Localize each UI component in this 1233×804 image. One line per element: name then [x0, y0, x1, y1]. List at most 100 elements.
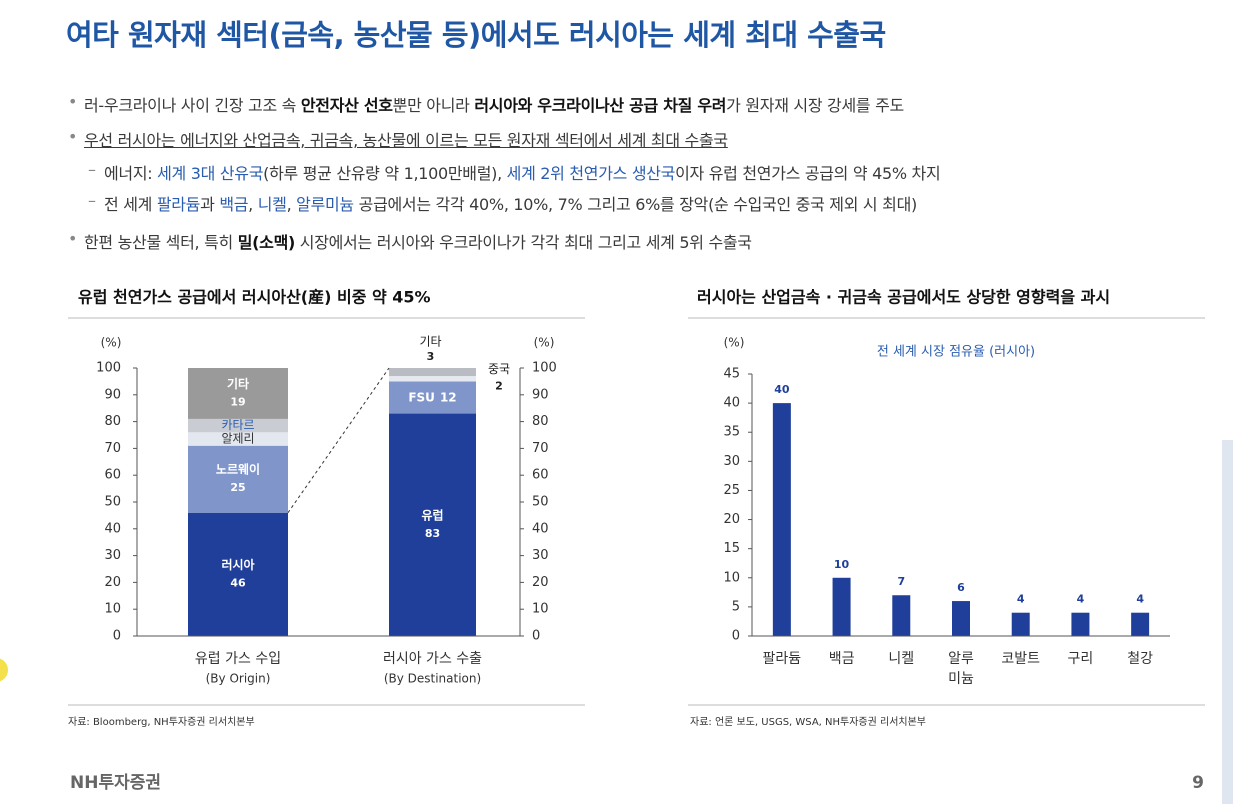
segment-value: 83 — [425, 527, 440, 540]
bullet: • 우선 러시아는 에너지와 산업금속, 귀금속, 농산물에 이르는 모든 원자재… — [68, 127, 728, 151]
value-label: 10 — [834, 558, 850, 571]
segment-name: 기타 — [419, 335, 441, 349]
bar — [892, 595, 911, 636]
y-tick-label: 10 — [723, 570, 740, 585]
y-tick-label: 25 — [723, 483, 740, 498]
y-tick-label: 100 — [96, 361, 121, 376]
bar — [1011, 612, 1030, 636]
bar-segment — [188, 418, 288, 433]
bullet-marker: – — [88, 160, 96, 179]
bullet-text: 가 원자재 시장 강세를 주도 — [726, 96, 904, 115]
x-tick-label: 철강 — [1127, 651, 1153, 667]
x-tick-label: 구리 — [1068, 651, 1094, 667]
bullet-text: 과 — [200, 195, 220, 214]
bullet-marker: • — [68, 92, 78, 111]
y-tick-label: 45 — [723, 367, 740, 382]
bullet-marker: – — [88, 191, 96, 210]
x-tick-label: 알루 미늄 — [948, 651, 974, 687]
y-tick-label: 5 — [732, 599, 740, 614]
bullet-text: 러시아와 우크라이나산 공급 차질 우려 — [474, 96, 727, 115]
bullet-text: 백금 — [219, 195, 249, 214]
bullet: • 러-우크라이나 사이 긴장 고조 속 안전자산 선호뿐만 아니라 러시아와 우… — [68, 92, 904, 116]
y-tick-label: 50 — [104, 495, 121, 510]
source: 자료: Bloomberg, NH투자증권 리서치본부 — [68, 716, 255, 728]
chart-title: 러시아는 산업금속 · 귀금속 공급에서도 상당한 영향력을 과시 — [697, 288, 1110, 307]
bar-segment — [188, 512, 288, 636]
bullet-text: 뿐만 아니라 — [392, 96, 475, 115]
y2-tick-label: 30 — [532, 548, 549, 563]
x-tick-label: 코발트 — [1001, 651, 1040, 667]
y-tick-label: 80 — [104, 414, 121, 429]
cursor-highlight — [0, 658, 8, 682]
segment-name: 카타르 — [221, 418, 254, 432]
bullet-text: 밀(소맥) — [237, 233, 296, 252]
y2-tick-label: 50 — [532, 495, 549, 510]
x-tick-note: (By Origin) — [206, 672, 271, 686]
y-unit: (%) — [101, 336, 122, 350]
bar-segment — [389, 413, 476, 636]
bullet-text: 세계 2위 천연가스 생산국 — [506, 164, 676, 183]
y-tick-label: 40 — [104, 521, 121, 536]
segment-value: 2 — [495, 380, 503, 393]
footer-logo: NH투자증권 — [70, 773, 161, 793]
bullet-text: 알루미늄 — [296, 195, 354, 214]
bar — [952, 601, 970, 636]
bullet: – 에너지: 세계 3대 산유국(하루 평균 산유량 약 1,100만배럴), 세… — [88, 160, 941, 184]
bullet-text: 공급에서는 각각 40%, 10%, 7% 그리고 6%를 장악(순 수입국인 … — [353, 195, 918, 214]
bullet-text: 이자 유럽 천연가스 공급의 약 45% 차지 — [675, 164, 941, 183]
chart-title: 유럽 천연가스 공급에서 러시아산(産) 비중 약 45% — [78, 288, 431, 307]
bullet-text: , — [248, 195, 258, 214]
bar-segment — [389, 381, 476, 414]
y-tick-label: 20 — [104, 575, 121, 590]
page-number: 9 — [1192, 773, 1204, 793]
y2-tick-label: 90 — [532, 387, 549, 402]
bar-segment — [188, 368, 288, 419]
y2-tick-label: 60 — [532, 468, 549, 483]
bullet-text: 한편 농산물 섹터, 특히 — [84, 233, 238, 252]
bar — [832, 577, 851, 636]
segment-name: 러시아 — [221, 557, 254, 572]
y-tick-label: 15 — [723, 541, 740, 556]
y2-tick-label: 10 — [532, 602, 549, 617]
bar — [772, 403, 791, 636]
segment-value: 12 — [440, 390, 457, 404]
y-tick-label: 40 — [723, 396, 740, 411]
segment-name: 알제리 — [221, 432, 254, 446]
bullet: • 한편 농산물 섹터, 특히 밀(소맥) 시장에서는 러시아와 우크라이나가 각… — [68, 229, 752, 253]
value-label: 4 — [1136, 593, 1144, 606]
bullet-text: 에너지: — [104, 164, 158, 183]
y2-tick-label: 0 — [532, 629, 540, 644]
y2-tick-label: 70 — [532, 441, 549, 456]
bullet-text: 니켈 — [257, 195, 287, 214]
y-tick-label: 10 — [104, 602, 121, 617]
y-tick-label: 0 — [732, 629, 740, 644]
x-tick-note: (By Destination) — [384, 672, 481, 686]
value-label: 4 — [1077, 593, 1085, 606]
value-label: 6 — [957, 581, 965, 594]
bullet-text: , — [286, 195, 297, 214]
y2-tick-label: 80 — [532, 414, 549, 429]
y-tick-label: 30 — [723, 454, 740, 469]
bullet-text: 전 세계 — [104, 195, 157, 214]
segment-name: FSU — [408, 390, 435, 404]
segment-value: 46 — [230, 576, 246, 589]
y-tick-label: 0 — [113, 629, 121, 644]
x-tick-label: 백금 — [829, 651, 855, 667]
segment-name: 유럽 — [421, 508, 443, 522]
y2-tick-label: 40 — [532, 521, 549, 536]
segment-value: 3 — [427, 350, 435, 363]
y2-unit: (%) — [534, 336, 555, 350]
bullet-text: 시장에서는 러시아와 우크라이나가 각각 최대 그리고 세계 5위 수출국 — [295, 233, 752, 252]
chart-subtitle: 전 세계 시장 점유율 (러시아) — [877, 345, 1035, 360]
y-tick-label: 70 — [104, 441, 121, 456]
x-tick-label: 러시아 가스 수출 — [383, 651, 482, 667]
segment-name: 노르웨이 — [216, 462, 260, 477]
bullet-text: 러-우크라이나 사이 긴장 고조 속 — [84, 96, 301, 115]
bar — [1131, 612, 1150, 636]
segment-value: 25 — [230, 481, 245, 494]
y-unit: (%) — [724, 336, 745, 350]
x-tick-label: 니켈 — [888, 651, 914, 667]
value-label: 40 — [774, 383, 790, 396]
